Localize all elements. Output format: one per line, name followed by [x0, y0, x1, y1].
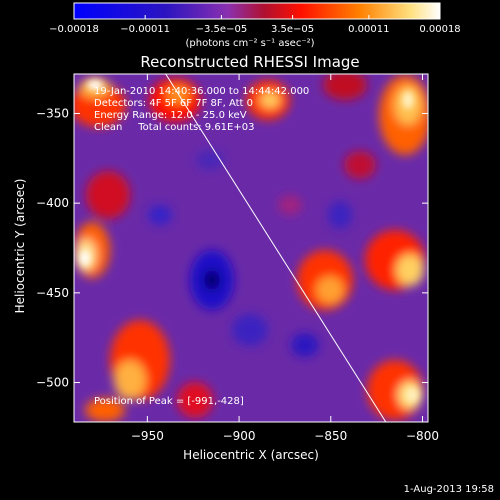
annotation-counts: Clean Total counts: 9.61E+03	[94, 122, 255, 133]
y-tick-label: −400	[36, 196, 69, 210]
timestamp-footer: 1-Aug-2013 19:58	[403, 484, 494, 495]
colorbar-ticks: −0.00018 −0.00011 −3.5e−05 3.5e−05 0.00011 0.…	[49, 15, 461, 35]
colorbar-tick-label: −0.00018	[49, 24, 99, 35]
image-area	[74, 74, 428, 422]
chart-title: Reconstructed RHESSI Image	[140, 53, 360, 71]
solar-limb-line	[165, 74, 387, 422]
x-tick-label: −850	[314, 429, 347, 443]
y-axis-ticks: −350 −400 −450 −500	[36, 106, 428, 390]
emission-blobs	[74, 74, 428, 422]
colorbar-frame	[73, 2, 441, 20]
y-axis-label: Heliocentric Y (arcsec)	[13, 178, 27, 314]
annotation-time: 19-Jan-2010 14:40:36.000 to 14:44:42.000	[94, 86, 310, 97]
colorbar-tick-label: 3.5e−05	[271, 24, 314, 35]
x-tick-label: −900	[223, 429, 256, 443]
plot-frame	[73, 73, 429, 423]
x-axis-label: Heliocentric X (arcsec)	[183, 448, 319, 462]
y-tick-label: −500	[36, 376, 69, 390]
colorbar-tick-label: 0.00018	[419, 24, 460, 35]
x-axis-ticks: −950 −900 −850 −800	[131, 74, 439, 443]
colorbar-tick-label: −3.5e−05	[196, 24, 248, 35]
annotation-energy: Energy Range: 12.0 - 25.0 keV	[94, 110, 247, 121]
y-tick-label: −350	[36, 106, 69, 120]
colorbar	[74, 3, 440, 19]
colorbar-tick-label: 0.00011	[348, 24, 389, 35]
colorbar-tick-label: −0.00011	[120, 24, 170, 35]
annotation-detectors: Detectors: 4F 5F 6F 7F 8F, Att 0	[94, 98, 254, 109]
peak-position-label: Position of Peak = [-991,-428]	[94, 396, 244, 407]
x-tick-label: −950	[131, 429, 164, 443]
y-tick-label: −450	[36, 286, 69, 300]
x-tick-label: −800	[406, 429, 439, 443]
colorbar-units: (photons cm⁻² s⁻¹ asec⁻²)	[185, 38, 315, 49]
blob-highlights	[80, 80, 418, 402]
